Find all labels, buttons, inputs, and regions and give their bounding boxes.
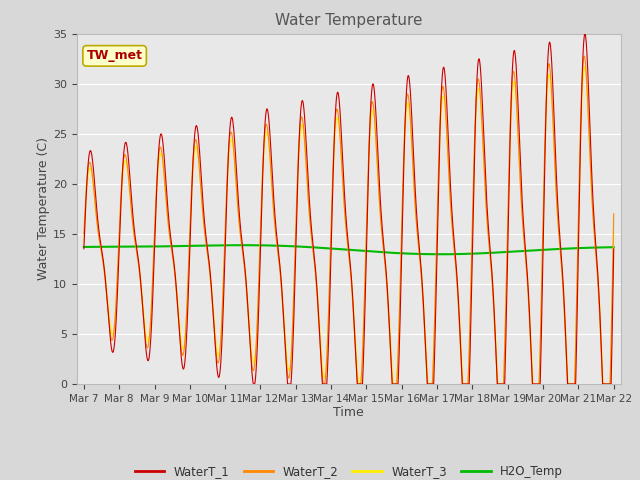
Legend: WaterT_1, WaterT_2, WaterT_3, H2O_Temp: WaterT_1, WaterT_2, WaterT_3, H2O_Temp <box>130 461 568 480</box>
Text: TW_met: TW_met <box>86 49 143 62</box>
X-axis label: Time: Time <box>333 407 364 420</box>
Title: Water Temperature: Water Temperature <box>275 13 422 28</box>
Y-axis label: Water Temperature (C): Water Temperature (C) <box>37 137 50 280</box>
